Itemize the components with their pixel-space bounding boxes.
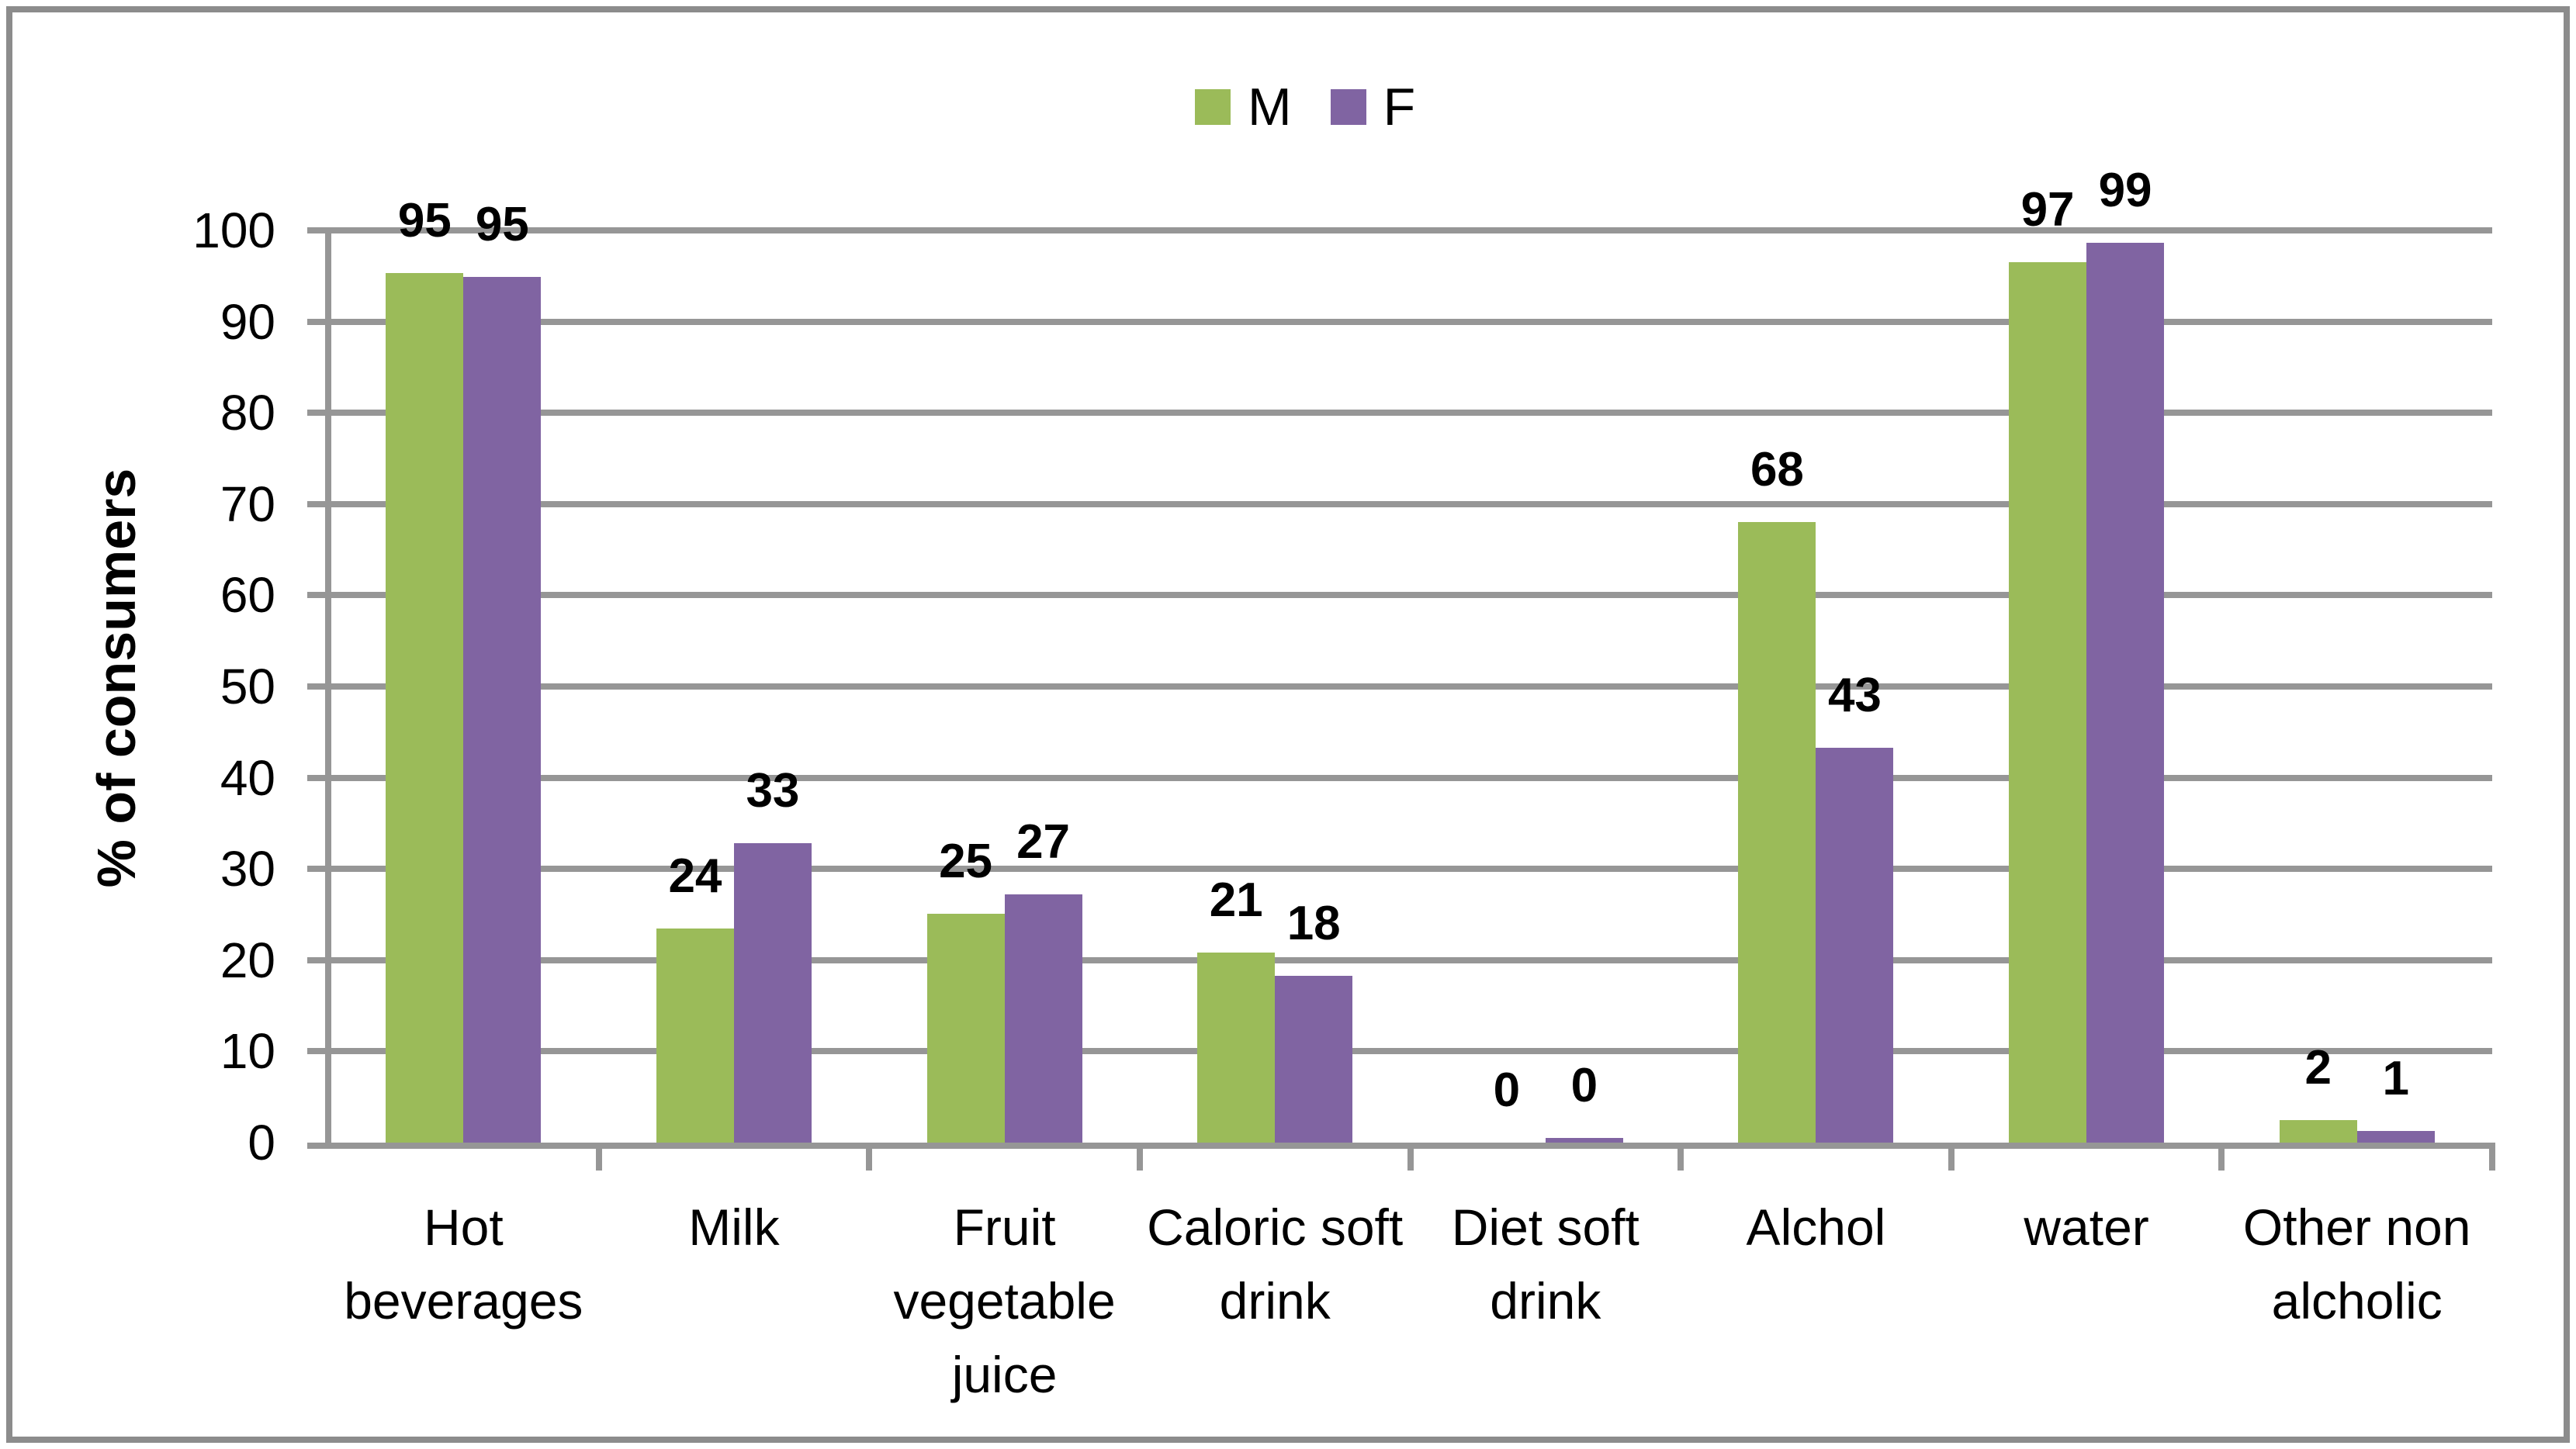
category-label: Fruit vegetable juice (893, 1198, 1116, 1403)
bar-m (1738, 522, 1816, 1143)
gridline (328, 683, 2492, 690)
data-label-f: 0 (1570, 1059, 1598, 1113)
data-label-f: 1 (2382, 1051, 2409, 1105)
legend: M F (1195, 81, 1415, 133)
category-slot: 97 99 (1951, 167, 2222, 1143)
gridline (328, 410, 2492, 417)
legend-swatch-m (1195, 89, 1231, 125)
plot-area: 95 95 24 33 25 27 21 18 0 0 68 43 97 99 2 1 (307, 167, 2495, 1171)
gridline (328, 1048, 2492, 1055)
data-label-m: 0 (1493, 1063, 1521, 1117)
bar-m (2009, 262, 2087, 1143)
y-tick-label: 20 (220, 932, 275, 988)
bar-f (1275, 975, 1353, 1143)
category-label: Diet soft drink (1451, 1198, 1639, 1330)
y-axis-tick (307, 318, 343, 325)
gridline (328, 592, 2492, 599)
data-label-f: 18 (1286, 896, 1341, 950)
y-tick-label: 0 (248, 1115, 275, 1171)
x-axis-tick (2489, 1149, 2495, 1171)
y-tick-label: 50 (220, 659, 275, 714)
y-axis-tick (307, 227, 343, 233)
legend-label-f: F (1383, 78, 1416, 137)
category-label: Milk (688, 1198, 780, 1256)
y-tick-label: 90 (220, 293, 275, 350)
gridline (328, 500, 2492, 507)
bar-f (733, 843, 812, 1143)
x-axis-tick (1678, 1149, 1684, 1171)
bar-m (386, 273, 464, 1143)
bar-f (2086, 243, 2165, 1143)
y-axis-tick (307, 1143, 343, 1149)
data-label-f: 99 (2098, 164, 2152, 218)
data-label-f: 43 (1827, 668, 1882, 722)
y-axis-tick (307, 410, 343, 417)
gridline (328, 956, 2492, 963)
x-axis-tick (2218, 1149, 2225, 1171)
y-axis-tick (307, 500, 343, 507)
legend-swatch-f (1330, 89, 1366, 125)
y-tick-label: 100 (192, 202, 275, 258)
category-label: Other non alcholic (2242, 1198, 2471, 1330)
data-label-f: 95 (475, 197, 529, 251)
data-label-m: 24 (668, 849, 722, 903)
bar-m (1197, 953, 1276, 1143)
y-axis-tick (307, 866, 343, 873)
gridline (328, 227, 2492, 233)
y-tick-label: 70 (220, 476, 275, 532)
y-axis-tick (307, 956, 343, 963)
data-label-f: 33 (746, 764, 800, 818)
bar-m (926, 913, 1005, 1143)
x-axis-tick (866, 1149, 873, 1171)
chart-border (6, 6, 2570, 1443)
bar-f (463, 276, 542, 1143)
y-axis-tick (307, 683, 343, 690)
data-label-m: 25 (939, 834, 993, 888)
y-tick-label: 40 (220, 749, 275, 806)
x-axis-tick (1407, 1149, 1414, 1171)
category-slot: 25 27 (869, 230, 1140, 1143)
category-slot: 95 95 (328, 197, 599, 1143)
y-axis-tick (307, 1048, 343, 1055)
legend-label-m: M (1248, 78, 1292, 137)
y-tick-label: 10 (220, 1023, 275, 1080)
data-label-m: 2 (2304, 1040, 2332, 1095)
data-label-m: 68 (1750, 443, 1804, 497)
bar-f (1004, 894, 1082, 1143)
data-label-m: 21 (1209, 873, 1263, 928)
category-slot: 21 18 (1140, 230, 1411, 1143)
bar-f (1545, 1138, 1623, 1143)
x-axis-line (325, 1143, 2495, 1149)
gridline (328, 774, 2492, 781)
y-axis-tick (307, 592, 343, 599)
category-label: water (2024, 1198, 2149, 1256)
data-label-f: 27 (1016, 815, 1071, 870)
y-tick-label: 80 (220, 385, 275, 441)
y-tick-label: 30 (220, 841, 275, 897)
category-label: Hot beverages (344, 1198, 583, 1330)
category-label: Caloric soft drink (1147, 1198, 1404, 1330)
category-slot: 24 33 (599, 230, 870, 1143)
category-slot: 68 43 (1681, 230, 1951, 1143)
bar-m (2279, 1119, 2357, 1143)
gridline (328, 866, 2492, 873)
x-axis-tick (595, 1149, 602, 1171)
gridline (328, 318, 2492, 325)
data-label-m: 95 (397, 194, 452, 248)
y-tick-label: 60 (220, 567, 275, 624)
x-axis-tick (1136, 1149, 1143, 1171)
bar-m (656, 928, 734, 1143)
data-label-m: 97 (2020, 183, 2075, 237)
bar-f (2356, 1130, 2435, 1143)
x-axis-tick (1948, 1149, 1955, 1171)
category-label: Alchol (1746, 1198, 1886, 1256)
bar-f (1816, 747, 1894, 1143)
y-axis-tick (307, 774, 343, 781)
